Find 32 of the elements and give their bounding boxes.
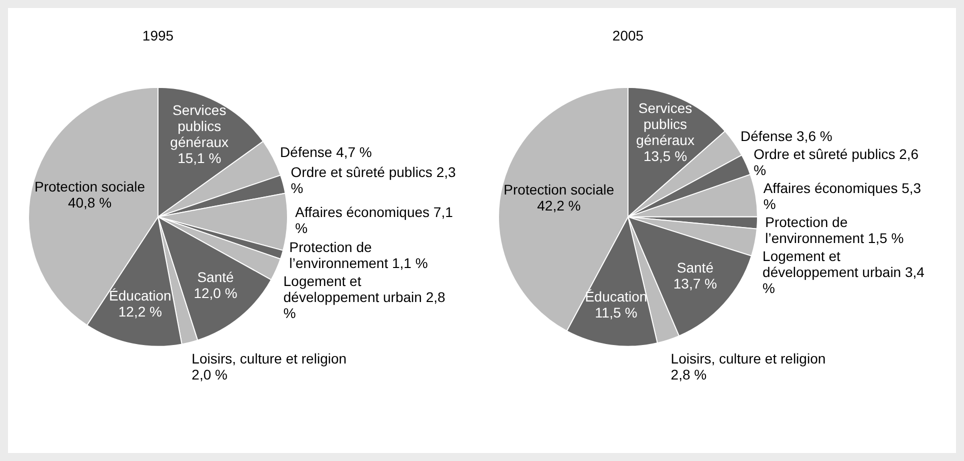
- slice-label: Défense 4,7 %: [280, 144, 372, 160]
- chart-title: 1995: [142, 27, 174, 44]
- data-label: 2,8 %: [670, 366, 707, 382]
- data-label: 42,2 %: [537, 197, 581, 214]
- slice-label: Logement et développement urbain 3,4 %: [762, 248, 925, 296]
- slice-label: Ordre et sûreté publics 2,3 %: [290, 164, 456, 196]
- slice-label: Éducation: [109, 288, 172, 304]
- slice-label: Ordre et sûreté publics 2,6 %: [754, 146, 919, 178]
- slice-label: Santé: [676, 260, 714, 276]
- data-label: 15,1 %: [178, 150, 222, 166]
- data-label: 13,7 %: [673, 276, 717, 292]
- slice-label: Santé: [197, 268, 234, 285]
- data-label: 2,0 %: [192, 366, 228, 382]
- slice-label: Protection sociale: [504, 181, 614, 198]
- slice-label: Affaires économiques 7,1 %: [295, 204, 454, 236]
- slice-label: Affaires économiques 5,3 %: [763, 180, 922, 212]
- slice-label: Protection de l’environnement 1,1 %: [289, 238, 428, 271]
- slice-label: Protection de l’environnement 1,5 %: [765, 214, 904, 246]
- slice-label: Défense 3,6 %: [740, 128, 832, 144]
- chart-title: 2005: [612, 27, 644, 44]
- data-label: 12,2 %: [118, 304, 162, 320]
- slice-label: Loisirs, culture et religion: [192, 350, 347, 366]
- slice-label: Éducation: [584, 288, 648, 305]
- slice-label: Protection sociale: [34, 178, 146, 194]
- slice-label: Services publics généraux: [170, 102, 229, 150]
- data-label: 13,5 %: [643, 148, 688, 164]
- data-label: 40,8 %: [68, 194, 112, 210]
- data-label: 12,0 %: [194, 284, 238, 301]
- slice-label: Logement et développement urbain 2,8 %: [283, 272, 446, 321]
- data-label: 11,5 %: [594, 304, 638, 321]
- slice-label: Services publics généraux: [636, 100, 694, 148]
- slice-label: Loisirs, culture et religion: [670, 350, 826, 366]
